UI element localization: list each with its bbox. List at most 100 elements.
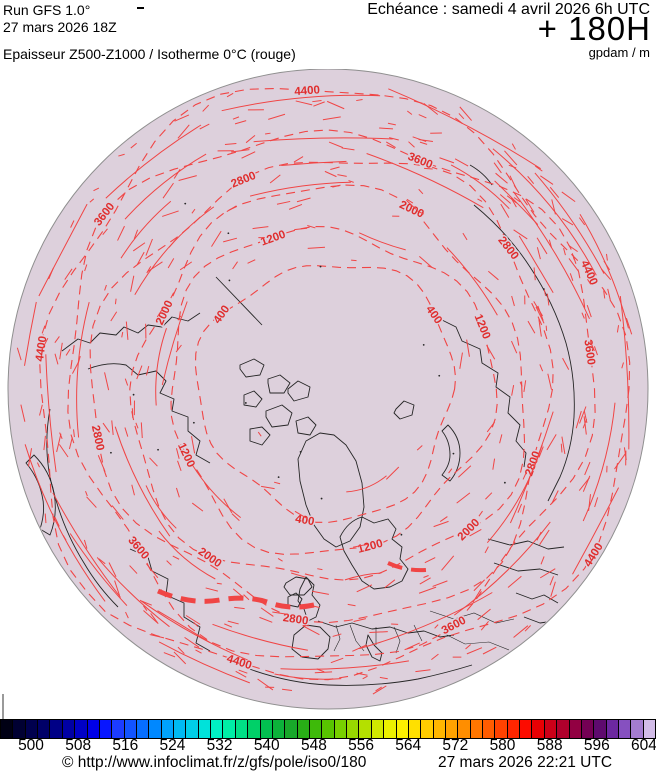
run-info: Run GFS 1.0° 27 mars 2026 18Z	[3, 2, 117, 36]
colorbar-cell	[618, 720, 632, 738]
isotherm-dash	[477, 608, 491, 621]
island-dot	[438, 374, 441, 377]
isotherm-dash	[235, 670, 247, 678]
isotherm-contour-label: 4400	[294, 84, 320, 98]
isotherm-dash	[322, 116, 341, 121]
isotherm-dash	[419, 141, 428, 145]
isotherm-dash	[177, 315, 182, 321]
isotherm-dash	[583, 410, 588, 424]
isotherm-dash	[511, 340, 518, 354]
isotherm-dash	[469, 529, 482, 537]
isotherm-dash	[416, 445, 423, 451]
isotherm-dash	[175, 487, 180, 498]
isotherm-dash	[347, 603, 356, 607]
isotherm-dash	[543, 289, 547, 296]
isotherm-dash	[313, 101, 325, 107]
isotherm-arc	[24, 444, 106, 602]
isotherm-dash	[232, 261, 238, 270]
isotherm-dash	[131, 484, 135, 496]
isotherm-dash	[41, 337, 49, 351]
isotherm-dash	[538, 446, 544, 458]
isotherm-dash	[524, 625, 531, 632]
isotherm-dash	[175, 448, 180, 459]
isotherm-dash	[561, 191, 576, 203]
coastline-path	[393, 400, 415, 420]
island-dot	[422, 343, 425, 346]
colorbar-cell	[38, 720, 51, 738]
isotherm-arc	[45, 354, 57, 473]
isotherm-dash	[86, 496, 97, 508]
isotherm-arc	[346, 475, 387, 493]
isotherm-dash	[114, 580, 121, 596]
frame-notch	[2, 694, 4, 719]
isotherm-dash	[125, 321, 129, 340]
colorbar-tick-label: 596	[583, 737, 610, 754]
copyright-url: © http://www.infoclimat.fr/z/gfs/pole/is…	[62, 754, 367, 771]
colorbar-cell	[50, 720, 63, 738]
isotherm-dash	[448, 468, 453, 474]
isotherm-dash	[406, 198, 414, 204]
isotherm-dash	[317, 568, 323, 571]
isotherm-dash	[326, 100, 345, 110]
isotherm-dash	[149, 634, 165, 639]
isotherm-dash	[418, 586, 437, 594]
isotherm-dash	[547, 373, 552, 390]
colorbar-cell	[272, 720, 286, 738]
coastline-path	[441, 424, 461, 482]
isotherm-arc	[446, 247, 498, 316]
isotherm-dash	[295, 100, 313, 106]
colorbar-cell	[581, 720, 595, 738]
isotherm-dash	[575, 410, 582, 429]
coastline-path	[215, 276, 263, 326]
isotherm-dash	[257, 431, 262, 437]
island-dot	[132, 393, 135, 396]
isotherm-arc	[358, 232, 406, 251]
isotherm-arc	[359, 592, 493, 650]
colorbar-cell	[569, 720, 582, 738]
colorbar-cell	[507, 720, 521, 738]
colorbar-cell	[285, 720, 298, 738]
isotherm-arc	[145, 485, 177, 529]
isotherm-arc	[344, 572, 382, 581]
isotherm-dash	[563, 248, 566, 256]
isotherm-dash	[406, 110, 413, 115]
island-dot	[192, 421, 195, 424]
isotherm-dash	[484, 546, 489, 554]
isotherm-dash	[473, 579, 485, 592]
isotherm-dash	[550, 581, 556, 597]
isotherm-dash	[93, 187, 100, 192]
isotherm-dash	[332, 184, 341, 188]
isotherm-dash	[523, 380, 527, 393]
isotherm-dash	[324, 170, 337, 178]
isotherm-dash	[540, 556, 545, 565]
isotherm-dash	[211, 230, 222, 247]
isotherm-dash	[535, 306, 545, 324]
isotherm-arc	[366, 153, 484, 209]
isotherm-dash	[424, 557, 436, 564]
colorbar-cell	[322, 720, 335, 738]
colorbar-tick-label: 572	[442, 737, 469, 754]
coastline-path	[243, 664, 473, 686]
isotherm-dash	[223, 498, 233, 514]
isotherm-dash	[302, 625, 320, 636]
isotherm-dash	[312, 99, 322, 103]
isotherm-dash	[586, 304, 592, 318]
isotherm-dash	[362, 675, 368, 680]
isotherm-dash	[140, 422, 143, 439]
colorbar-cell	[248, 720, 261, 738]
isotherm-dash	[525, 198, 535, 213]
isotherm-arc	[518, 235, 554, 294]
isotherm-dash	[177, 460, 182, 471]
isotherm-dash	[480, 621, 489, 631]
isotherm-dash	[136, 251, 145, 265]
isotherm-dash	[111, 505, 124, 520]
coastline-path	[295, 416, 317, 436]
colorbar-cell	[544, 720, 558, 738]
isotherm-dash	[513, 197, 521, 203]
isotherm-dash	[185, 615, 201, 625]
isotherm-dash	[150, 613, 159, 624]
isotherm-dash	[621, 362, 624, 369]
isotherm-dash	[517, 503, 523, 513]
isotherm-contour	[39, 87, 631, 681]
isotherm-dash	[589, 341, 595, 352]
